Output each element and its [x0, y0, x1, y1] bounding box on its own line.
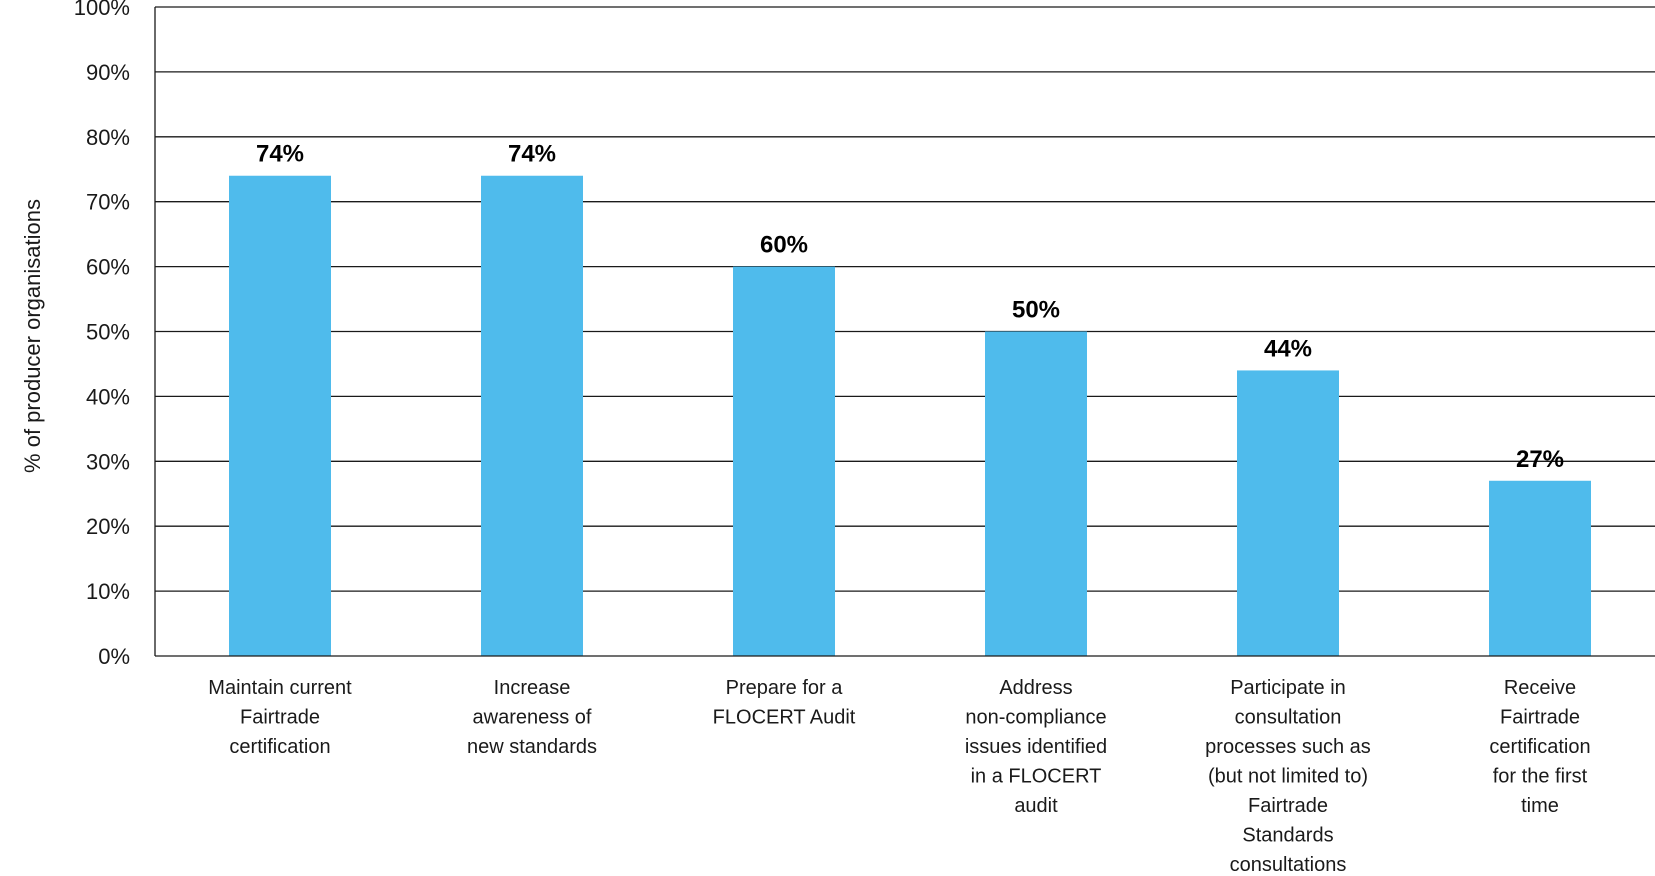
- x-tick-label: Address non-compliance issues identified in…: [965, 677, 1107, 817]
- data-label: 27%: [1516, 446, 1564, 473]
- y-tick-label: 20%: [86, 514, 130, 539]
- bars: [229, 175, 1591, 657]
- data-label: 74%: [508, 141, 556, 168]
- y-tick-label: 100%: [74, 0, 130, 20]
- data-label: 74%: [256, 141, 304, 168]
- y-tick-label: 80%: [86, 125, 130, 150]
- bar: [481, 175, 583, 657]
- x-tick-label-line: consultations: [1230, 854, 1347, 876]
- x-tick-label-line: (but not limited to): [1208, 766, 1368, 788]
- bar: [985, 331, 1087, 656]
- y-tick-label: 40%: [86, 384, 130, 409]
- x-tick-label: Prepare for a FLOCERT Audit: [713, 677, 856, 729]
- x-tick-label-line: FLOCERT Audit: [713, 707, 856, 729]
- x-tick-label: Participate in consultation processes such…: [1205, 677, 1371, 876]
- x-tick-label-line: Maintain current: [208, 677, 352, 699]
- labels: 0% 10% 20% 30% 40% 50% 60% 70% 80% 90% 100% 74% Main…: [74, 0, 1591, 876]
- bar: [733, 266, 835, 656]
- x-tick-label-line: Fairtrade: [240, 707, 320, 729]
- x-tick-label-line: Standards: [1242, 825, 1333, 847]
- y-tick-label: 30%: [86, 449, 130, 474]
- x-tick-label-line: Fairtrade: [1248, 795, 1328, 817]
- x-tick-label-line: for the first: [1493, 766, 1588, 788]
- axes: [154, 7, 1655, 657]
- data-label: 60%: [760, 232, 808, 259]
- x-tick-label-line: non-compliance: [965, 707, 1106, 729]
- x-tick-label-line: Fairtrade: [1500, 707, 1580, 729]
- x-tick-label-line: certification: [1489, 736, 1590, 758]
- y-tick-label: 60%: [86, 255, 130, 280]
- data-label: 50%: [1012, 297, 1060, 324]
- x-tick-label-line: Increase: [494, 677, 571, 699]
- x-tick-label-line: audit: [1014, 795, 1058, 817]
- y-tick-label: 70%: [86, 190, 130, 215]
- x-tick-label-line: in a FLOCERT: [971, 766, 1102, 788]
- bar: [229, 175, 331, 657]
- bar: [1489, 480, 1591, 656]
- x-tick-label-line: processes such as: [1205, 736, 1371, 758]
- x-tick-label-line: certification: [229, 736, 330, 758]
- x-tick-label-line: Receive: [1504, 677, 1576, 699]
- x-tick-label-line: Address: [999, 677, 1072, 699]
- x-tick-label: Receive Fairtrade certification for the fir…: [1489, 677, 1590, 817]
- bar: [1237, 370, 1339, 656]
- data-label: 44%: [1264, 335, 1312, 362]
- x-tick-label-line: issues identified: [965, 736, 1107, 758]
- x-tick-label: Increase awareness of new standards: [467, 677, 597, 758]
- y-axis-title: % of producer organisations: [20, 199, 45, 473]
- y-tick-label: 0%: [98, 644, 130, 669]
- x-tick-label: Maintain current Fairtrade certification: [208, 677, 352, 758]
- y-tick-label: 90%: [86, 60, 130, 85]
- x-tick-label-line: time: [1521, 795, 1559, 817]
- gridlines: [155, 6, 1655, 592]
- y-tick-label: 50%: [86, 320, 130, 345]
- x-tick-label-line: Participate in: [1230, 677, 1346, 699]
- y-tick-label: 10%: [86, 579, 130, 604]
- x-tick-label-line: awareness of: [473, 707, 592, 729]
- x-tick-label-line: consultation: [1235, 707, 1342, 729]
- x-tick-label-line: new standards: [467, 736, 597, 758]
- x-tick-label-line: Prepare for a: [726, 677, 844, 699]
